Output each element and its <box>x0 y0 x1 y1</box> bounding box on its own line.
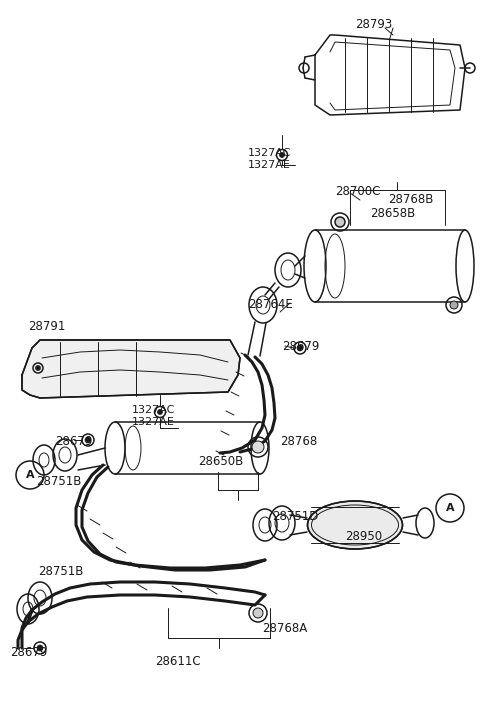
Text: 28751B: 28751B <box>38 565 84 578</box>
Circle shape <box>335 217 345 227</box>
Circle shape <box>450 301 458 309</box>
Circle shape <box>253 608 263 618</box>
Text: A: A <box>446 503 454 513</box>
Circle shape <box>252 441 264 453</box>
Text: 28751D: 28751D <box>272 510 318 523</box>
Circle shape <box>157 409 163 414</box>
Text: 28768A: 28768A <box>262 622 307 635</box>
Text: 1327AE: 1327AE <box>248 160 291 170</box>
Circle shape <box>279 153 285 158</box>
Text: 28679: 28679 <box>55 435 92 448</box>
Polygon shape <box>22 340 240 398</box>
Text: 28658B: 28658B <box>370 207 415 220</box>
Text: 28768B: 28768B <box>388 193 433 206</box>
Text: 1327AC: 1327AC <box>248 148 291 158</box>
Text: 28679: 28679 <box>10 646 48 659</box>
Circle shape <box>37 645 43 651</box>
Text: 28679: 28679 <box>282 340 319 353</box>
Ellipse shape <box>308 501 403 549</box>
Text: 28791: 28791 <box>28 320 65 333</box>
Text: A: A <box>26 470 34 480</box>
Text: 28650B: 28650B <box>198 455 243 468</box>
Text: 28793: 28793 <box>355 18 392 31</box>
Circle shape <box>36 365 40 371</box>
Text: 28751B: 28751B <box>36 475 82 488</box>
Text: 28950: 28950 <box>345 530 382 543</box>
Text: 28768: 28768 <box>280 435 317 448</box>
Text: 28611C: 28611C <box>155 655 201 668</box>
Circle shape <box>85 437 91 443</box>
Text: 1327AC: 1327AC <box>132 405 175 415</box>
Text: 28700C: 28700C <box>335 185 380 198</box>
Text: 28764E: 28764E <box>248 298 293 311</box>
Text: 1327AE: 1327AE <box>132 417 175 427</box>
Circle shape <box>297 345 303 351</box>
